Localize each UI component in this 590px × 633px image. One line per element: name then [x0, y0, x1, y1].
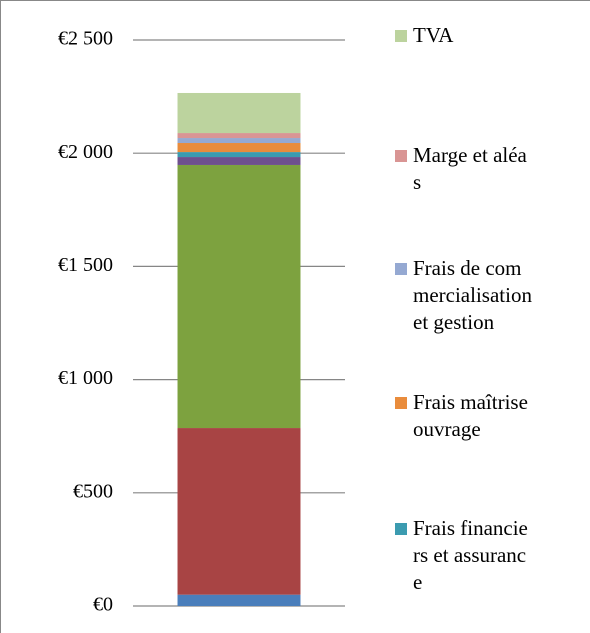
bar-segment: [177, 164, 301, 429]
y-tick-label: €2 000: [58, 141, 113, 163]
legend-swatch: [395, 523, 407, 535]
legend-swatch: [395, 30, 407, 42]
legend-swatch: [395, 263, 407, 275]
bar-segment: [177, 594, 301, 606]
legend-label: TVA: [413, 23, 454, 47]
bar-segment: [177, 157, 301, 165]
legend-entry: Marge et aléas: [395, 142, 533, 196]
legend-label: Frais financiers et assurance: [413, 516, 528, 594]
y-tick-label: €2 500: [58, 28, 113, 50]
bar-segment: [177, 138, 301, 144]
y-tick-label: €1 500: [58, 254, 113, 276]
legend-label: Marge et aléas: [413, 143, 527, 194]
bar-segment: [177, 133, 301, 139]
y-tick-label: €500: [73, 480, 113, 502]
legend-label: Frais maîtrise ouvrage: [413, 390, 528, 441]
legend-entry: TVA: [395, 22, 533, 49]
bar-segment: [177, 92, 301, 134]
y-tick-label: €1 000: [58, 367, 113, 389]
legend-swatch: [395, 397, 407, 409]
legend-swatch: [395, 150, 407, 162]
bar-segment: [177, 428, 301, 595]
bar-segment: [177, 143, 301, 153]
y-tick-label: €0: [93, 594, 113, 616]
legend-label: Frais de commercialisation et gestion: [413, 256, 532, 334]
legend-entry: Frais de commercialisation et gestion: [395, 255, 533, 336]
legend-entry: Frais maîtrise ouvrage: [395, 389, 533, 443]
legend-entry: Frais financiers et assurance: [395, 515, 533, 596]
bar-segment: [177, 152, 301, 158]
